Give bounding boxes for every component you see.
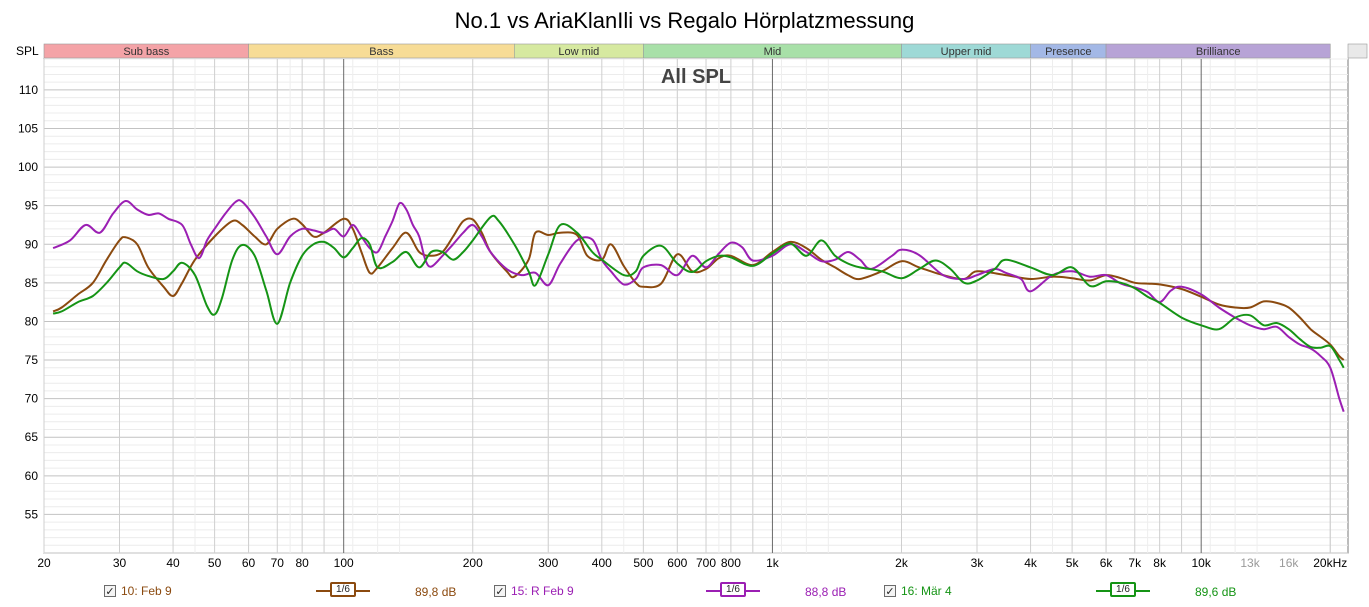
band-tail <box>1347 43 1368 59</box>
series-line-2 <box>52 214 1345 369</box>
legend: ✓ 10: Feb 9 1/6 89,8 dB ✓ 15: R Feb 9 1/6 88,8 … <box>0 580 1369 604</box>
x-tick-label: 16k <box>1279 556 1299 570</box>
x-tick-label: 7k <box>1128 556 1142 570</box>
y-tick-label: 70 <box>25 392 39 406</box>
band-label: Mid <box>764 46 782 58</box>
smoothing-value[interactable]: 1/6 <box>330 582 356 597</box>
overlay-label: All SPL <box>661 66 731 88</box>
x-tick-label: 200 <box>463 556 483 570</box>
y-tick-label: 95 <box>25 199 39 213</box>
series-lines <box>52 199 1345 413</box>
y-tick-label: 75 <box>25 353 39 367</box>
chart-title: No.1 vs AriaKlanIli vs Regalo Hörplatzme… <box>454 8 915 33</box>
legend-series-name: 15: R Feb 9 <box>511 584 574 598</box>
y-tick-label: 105 <box>18 121 38 135</box>
smoothing-value[interactable]: 1/6 <box>1110 582 1136 597</box>
legend-checkbox[interactable]: ✓ <box>884 585 896 598</box>
x-tick-label: 40 <box>166 556 180 570</box>
band-label: Presence <box>1045 46 1091 58</box>
x-tick-label: 400 <box>592 556 612 570</box>
x-tick-label: 10k <box>1192 556 1212 570</box>
x-tick-label: 100 <box>334 556 354 570</box>
x-tick-label: 13k <box>1240 556 1260 570</box>
legend-smoothing-control[interactable]: 1/6 <box>1096 581 1150 599</box>
x-tick-label: 300 <box>538 556 558 570</box>
band-label: Sub bass <box>123 46 169 58</box>
y-tick-label: 90 <box>25 237 39 251</box>
x-tick-label: 20 <box>37 556 51 570</box>
legend-level: 89,8 dB <box>415 585 457 599</box>
legend-item[interactable]: ✓ 10: Feb 9 <box>104 584 172 598</box>
x-tick-label: 8k <box>1153 556 1167 570</box>
x-tick-label: 80 <box>295 556 309 570</box>
legend-checkbox[interactable]: ✓ <box>104 585 116 598</box>
y-tick-label: 55 <box>25 507 39 521</box>
band-label: Brilliance <box>1196 46 1241 58</box>
legend-level: 89,6 dB <box>1195 585 1237 599</box>
x-tick-label: 4k <box>1024 556 1038 570</box>
band-label: Low mid <box>558 46 599 58</box>
y-tick-label: 85 <box>25 276 39 290</box>
x-tick-label: 700 <box>696 556 716 570</box>
legend-level: 88,8 dB <box>805 585 847 599</box>
x-tick-label: 500 <box>633 556 653 570</box>
frequency-bands: Sub bass Bass Low mid Mid Upper mid Presence B… <box>43 43 1368 59</box>
x-tick-label: 3k <box>971 556 985 570</box>
x-tick-label: 70 <box>271 556 285 570</box>
x-tick-label: 20kHz <box>1313 556 1347 570</box>
series-line-0 <box>52 217 1345 361</box>
y-tick-label: 60 <box>25 469 39 483</box>
y-tick-label: 100 <box>18 160 38 174</box>
smoothing-value[interactable]: 1/6 <box>720 582 746 597</box>
x-tick-label: 800 <box>721 556 741 570</box>
y-tick-label: 65 <box>25 430 39 444</box>
legend-smoothing-control[interactable]: 1/6 <box>706 581 760 599</box>
y-tick-label: 80 <box>25 314 39 328</box>
x-tick-label: 60 <box>242 556 256 570</box>
legend-item[interactable]: ✓ 15: R Feb 9 <box>494 584 574 598</box>
x-tick-label: 30 <box>113 556 127 570</box>
x-tick-label: 50 <box>208 556 222 570</box>
y-axis-label: SPL <box>16 44 39 58</box>
band-label: Bass <box>369 46 394 58</box>
y-axis-ticks: 55 60 65 70 75 80 85 90 95 100 105 110 <box>18 83 38 522</box>
x-tick-label: 1k <box>766 556 780 570</box>
band-6 <box>1105 43 1331 59</box>
band-label: Upper mid <box>941 46 992 58</box>
legend-series-name: 16: Mär 4 <box>901 584 952 598</box>
legend-checkbox[interactable]: ✓ <box>494 585 506 598</box>
x-axis-ticks: 20 30 40 50 60 70 80 100 200 300 400 500 600 700 800 1k… <box>37 556 1347 570</box>
legend-smoothing-control[interactable]: 1/6 <box>316 581 370 599</box>
x-tick-label: 600 <box>667 556 687 570</box>
grid <box>43 58 1348 554</box>
x-tick-label: 6k <box>1100 556 1114 570</box>
y-tick-label: 110 <box>19 83 38 97</box>
x-tick-label: 5k <box>1066 556 1080 570</box>
x-tick-label: 2k <box>895 556 909 570</box>
legend-series-name: 10: Feb 9 <box>121 584 172 598</box>
legend-item[interactable]: ✓ 16: Mär 4 <box>884 584 952 598</box>
